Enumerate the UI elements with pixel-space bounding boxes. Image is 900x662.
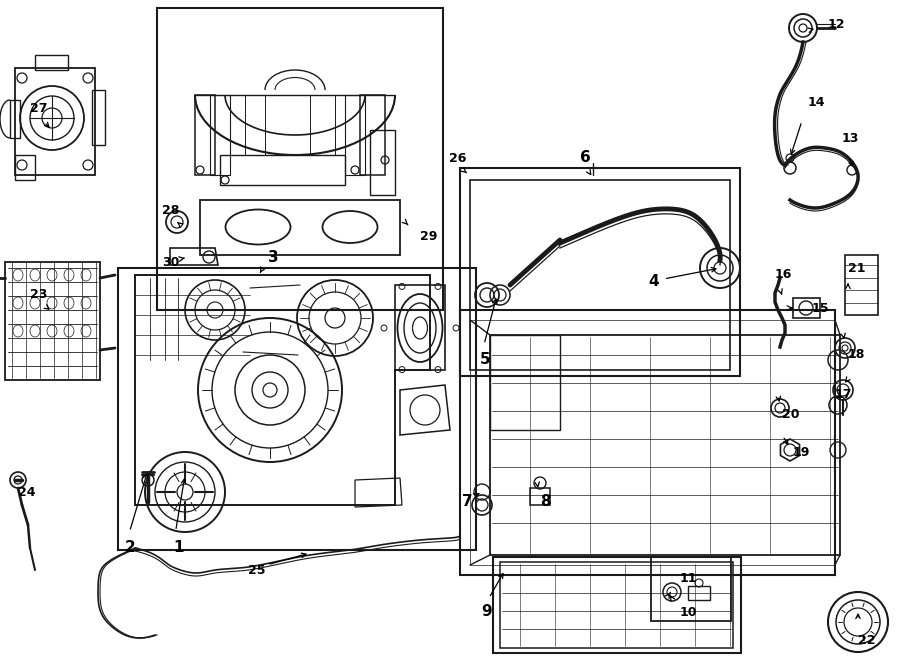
Text: 17: 17 bbox=[835, 389, 852, 401]
Text: 10: 10 bbox=[680, 606, 698, 620]
Text: 14: 14 bbox=[808, 95, 825, 109]
Text: 21: 21 bbox=[848, 261, 866, 275]
Text: 20: 20 bbox=[782, 408, 799, 422]
Text: 2: 2 bbox=[125, 540, 136, 555]
Text: 23: 23 bbox=[30, 289, 48, 301]
Text: 28: 28 bbox=[162, 203, 179, 216]
Text: 15: 15 bbox=[812, 301, 830, 314]
Text: 30: 30 bbox=[162, 256, 179, 269]
Bar bbox=[470, 180, 730, 370]
Bar bbox=[118, 268, 476, 550]
Bar bbox=[157, 8, 443, 310]
Bar bbox=[200, 200, 400, 255]
Text: 24: 24 bbox=[18, 485, 35, 498]
Bar bbox=[651, 557, 731, 621]
Text: 19: 19 bbox=[793, 446, 810, 459]
Text: 6: 6 bbox=[580, 150, 590, 166]
Text: 5: 5 bbox=[480, 352, 491, 367]
Text: 16: 16 bbox=[775, 269, 792, 281]
Text: 18: 18 bbox=[848, 348, 866, 361]
Text: 26: 26 bbox=[449, 152, 466, 164]
Text: 22: 22 bbox=[858, 634, 876, 647]
Text: 9: 9 bbox=[481, 604, 491, 620]
Text: 11: 11 bbox=[680, 571, 698, 585]
Text: 27: 27 bbox=[30, 101, 48, 115]
Bar bbox=[493, 557, 741, 653]
Bar bbox=[460, 168, 740, 376]
Text: 29: 29 bbox=[420, 230, 437, 244]
Text: 13: 13 bbox=[842, 132, 860, 144]
Text: 3: 3 bbox=[268, 250, 279, 265]
Text: 1: 1 bbox=[173, 540, 184, 555]
Text: 8: 8 bbox=[540, 495, 551, 510]
Text: 25: 25 bbox=[248, 563, 266, 577]
Bar bbox=[460, 310, 835, 575]
Text: 12: 12 bbox=[828, 19, 845, 32]
Text: 4: 4 bbox=[648, 275, 659, 289]
Text: 7: 7 bbox=[462, 495, 472, 510]
